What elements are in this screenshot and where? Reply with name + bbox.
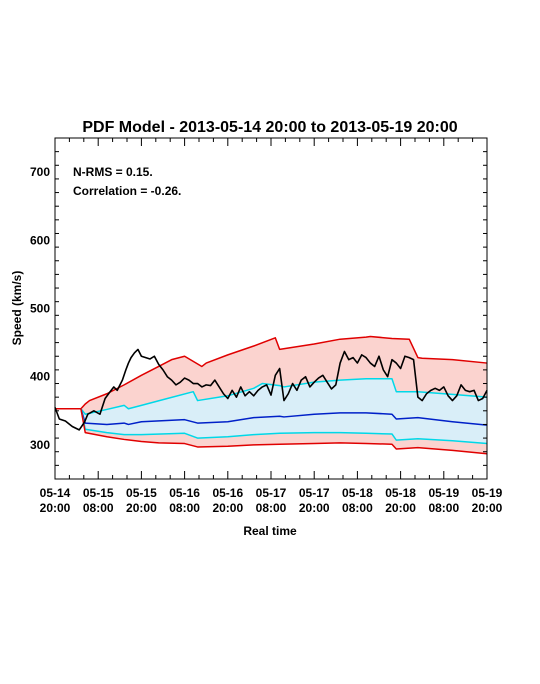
x-tick-label-date: 05-16 [169, 486, 200, 500]
x-tick-label-time: 20:00 [472, 501, 503, 515]
series-layer [54, 335, 488, 455]
x-tick-label-date: 05-19 [472, 486, 503, 500]
x-tick-label-date: 05-19 [428, 486, 459, 500]
y-ticks: 300 400 500 600 700 [30, 137, 487, 480]
x-tick-label-time: 08:00 [169, 501, 200, 515]
x-tick-label-date: 05-14 [40, 486, 71, 500]
nrms-annotation: N-RMS = 0.15. [73, 165, 153, 179]
y-axis-label: Speed (km/s) [10, 271, 24, 346]
x-tick-label-time: 20:00 [126, 501, 157, 515]
inner-band-fill [55, 378, 487, 444]
x-tick-label-time: 08:00 [428, 501, 459, 515]
chart-title: PDF Model - 2013-05-14 20:00 to 2013-05-… [82, 119, 457, 136]
y-tick-label: 400 [30, 370, 50, 384]
x-tick-label-time: 20:00 [385, 501, 416, 515]
y-tick-label: 600 [30, 233, 50, 247]
x-tick-label-time: 08:00 [83, 501, 114, 515]
x-tick-label-date: 05-18 [385, 486, 416, 500]
x-tick-label-date: 05-17 [256, 486, 287, 500]
correlation-annotation: Correlation = -0.26. [73, 184, 181, 198]
y-tick-label: 300 [30, 438, 50, 452]
x-tick-label-time: 20:00 [299, 501, 330, 515]
x-tick-label-date: 05-15 [126, 486, 157, 500]
x-tick-label-date: 05-15 [83, 486, 114, 500]
x-tick-label-time: 08:00 [342, 501, 373, 515]
x-tick-label-date: 05-17 [299, 486, 330, 500]
lower-cyan-line [55, 408, 488, 445]
upper-red-line [55, 335, 488, 410]
x-axis-label: Real time [243, 524, 297, 538]
x-tick-label-time: 20:00 [40, 501, 71, 515]
x-tick-label-date: 05-18 [342, 486, 373, 500]
upper-cyan-line [55, 378, 488, 415]
lower-red-line [55, 408, 488, 455]
x-tick-label-time: 20:00 [212, 501, 243, 515]
median-blue-line [55, 408, 488, 426]
y-tick-label: 700 [30, 165, 50, 179]
y-tick-label: 500 [30, 302, 50, 316]
x-tick-label-time: 08:00 [256, 501, 287, 515]
x-ticks: 05-1420:0005-1508:0005-1520:0005-1608:00… [40, 138, 503, 515]
observed-speed-line [54, 348, 488, 431]
x-tick-label-date: 05-16 [212, 486, 243, 500]
